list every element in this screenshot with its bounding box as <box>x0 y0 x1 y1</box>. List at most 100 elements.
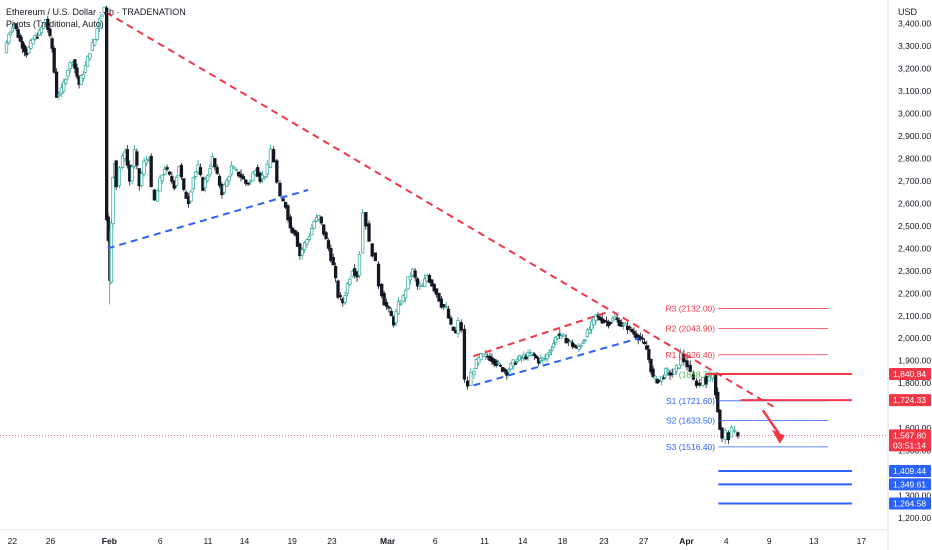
candle-body <box>144 159 149 164</box>
time-tick-label: 6 <box>158 536 163 546</box>
price-tick-label: 3,300.00 <box>898 41 931 51</box>
candle-body <box>413 270 417 278</box>
candle-body <box>522 354 526 359</box>
candle-body <box>179 164 184 178</box>
time-tick-label: 23 <box>599 536 609 546</box>
candle-body <box>310 228 314 236</box>
candle-body <box>100 14 104 18</box>
candle-body <box>97 18 102 29</box>
price-tick-label: 1,600.00 <box>898 423 931 433</box>
candle-body <box>496 362 500 364</box>
candle-body <box>698 382 702 386</box>
candle-body <box>268 148 273 168</box>
price-tag <box>889 497 931 510</box>
candle-body <box>579 344 583 347</box>
candle-body <box>241 176 246 180</box>
candle-body <box>305 239 309 245</box>
candle-body <box>263 176 267 178</box>
candle-body <box>387 306 391 309</box>
candle-body <box>403 290 408 299</box>
candle-body <box>594 314 598 321</box>
candle-body <box>370 243 374 257</box>
candle-body <box>530 351 534 356</box>
candle-body <box>343 295 347 303</box>
candle-body <box>638 336 643 339</box>
candlestick-series <box>4 5 740 445</box>
candle-body <box>534 355 539 359</box>
candle-body <box>271 149 276 163</box>
price-tick-label: 2,500.00 <box>898 221 931 231</box>
candle-body <box>384 301 389 307</box>
candle-body <box>573 344 577 348</box>
candle-body <box>364 212 368 227</box>
candle-body <box>720 427 724 439</box>
candle-body <box>570 342 575 347</box>
candle-body <box>27 46 31 54</box>
candle-body <box>203 179 207 189</box>
candle-body <box>583 339 587 342</box>
candle-body <box>406 276 410 290</box>
candle-body <box>653 375 657 380</box>
candle-body <box>543 358 547 360</box>
candle-body <box>434 288 439 295</box>
candle-body <box>589 321 594 330</box>
candle-body <box>160 174 164 182</box>
candle-body <box>184 191 188 199</box>
time-tick-label: Feb <box>102 536 117 546</box>
time-tick-label: 9 <box>767 536 772 546</box>
pivot-label-r3: R3 (2132.00) <box>666 304 716 314</box>
candle-body <box>165 167 169 170</box>
candle-body <box>114 160 118 188</box>
candle-body <box>676 367 681 370</box>
candle-body <box>642 341 647 345</box>
price-tag-label: 1,409.44 <box>893 466 926 476</box>
pivot-label-s1: S1 (1721.60) <box>666 396 715 406</box>
time-tick-label: 17 <box>857 536 867 546</box>
candle-body <box>322 224 326 235</box>
indicator-label[interactable]: Pivots (Traditional, Auto) <box>6 19 104 29</box>
candle-body <box>666 369 670 373</box>
candle-body <box>556 335 560 339</box>
trendlines <box>105 11 777 409</box>
candle-body <box>408 276 413 281</box>
candle-body <box>442 304 446 308</box>
candle-body <box>704 376 708 385</box>
candle-body <box>477 357 481 364</box>
down-arrow-shaft <box>761 409 780 435</box>
candle-body <box>170 176 174 182</box>
candle-body <box>95 27 99 40</box>
price-tick-label: 2,800.00 <box>898 153 931 163</box>
candle-body <box>726 432 731 441</box>
candle-body <box>568 340 573 343</box>
candle-body <box>515 359 520 362</box>
candle-body <box>361 212 365 254</box>
candle-body <box>152 189 157 201</box>
candle-body <box>560 333 564 336</box>
candle-body <box>632 331 636 335</box>
candle-body <box>581 341 585 344</box>
candle-body <box>505 370 509 376</box>
candle-body <box>281 198 285 202</box>
time-tick-label: 26 <box>46 536 56 546</box>
candle-body <box>326 240 331 249</box>
candle-body <box>615 317 619 320</box>
downtrend-resistance-trendline <box>105 11 777 409</box>
candle-body <box>227 176 231 182</box>
pivot-label-s3: S3 (1516.40) <box>666 442 715 452</box>
candle-body <box>189 191 193 202</box>
time-tick-label: Apr <box>679 536 694 546</box>
candle-body <box>307 236 312 240</box>
time-axis: 22 26 Feb 6 11 14 19 23 Mar 6 11 14 18 23 27 Apr 4 9 13 17 <box>8 536 867 546</box>
candle-body <box>679 351 683 366</box>
candle-body <box>62 81 66 92</box>
candle-body <box>723 430 727 440</box>
candle-body <box>640 337 645 340</box>
candle-body <box>549 349 553 352</box>
price-tick-label: 3,000.00 <box>898 109 931 119</box>
candle-body <box>380 283 384 297</box>
candle-body <box>336 280 340 298</box>
time-tick-label: 6 <box>433 536 438 546</box>
time-tick-label: 19 <box>287 536 297 546</box>
price-tick-label: 1,800.00 <box>898 378 931 388</box>
